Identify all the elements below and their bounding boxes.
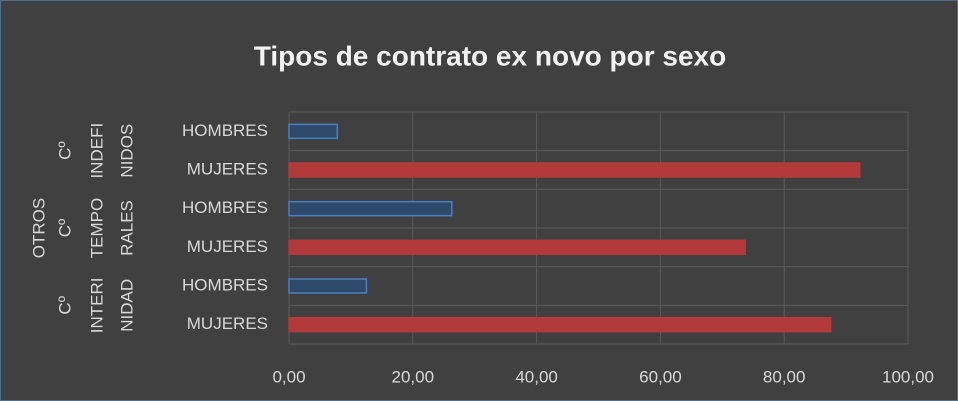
x-tick-label: 20,00 <box>392 367 435 386</box>
group-label: Cº <box>55 219 74 238</box>
group-label: RALES <box>117 200 136 256</box>
x-tick-label: 80,00 <box>763 367 806 386</box>
category-label: MUJERES <box>187 237 268 256</box>
x-tick-label: 100,00 <box>882 367 934 386</box>
outer-group-label: OTROS <box>29 198 48 258</box>
group-label: Cº <box>55 296 74 315</box>
category-label: MUJERES <box>187 159 268 178</box>
category-label: HOMBRES <box>182 121 268 140</box>
group-label: TEMPO <box>87 198 106 258</box>
x-tick-label: 60,00 <box>639 367 682 386</box>
category-label: HOMBRES <box>182 198 268 217</box>
group-label: NIDAD <box>117 279 136 332</box>
bar <box>288 123 339 140</box>
category-label: HOMBRES <box>182 275 268 294</box>
group-label: INDEFI <box>87 123 106 179</box>
x-tick-label: 40,00 <box>515 367 558 386</box>
chart-title: Tipos de contrato ex novo por sexo <box>254 40 726 71</box>
category-label: MUJERES <box>187 314 268 333</box>
bar <box>288 316 832 333</box>
bar <box>288 239 746 256</box>
x-tick-label: 0,00 <box>272 367 305 386</box>
bar <box>288 278 368 294</box>
group-label: INTERI <box>87 277 106 333</box>
bar <box>288 162 861 178</box>
group-label: Cº <box>55 141 74 160</box>
bar <box>288 200 453 217</box>
group-label: NIDOS <box>117 124 136 178</box>
